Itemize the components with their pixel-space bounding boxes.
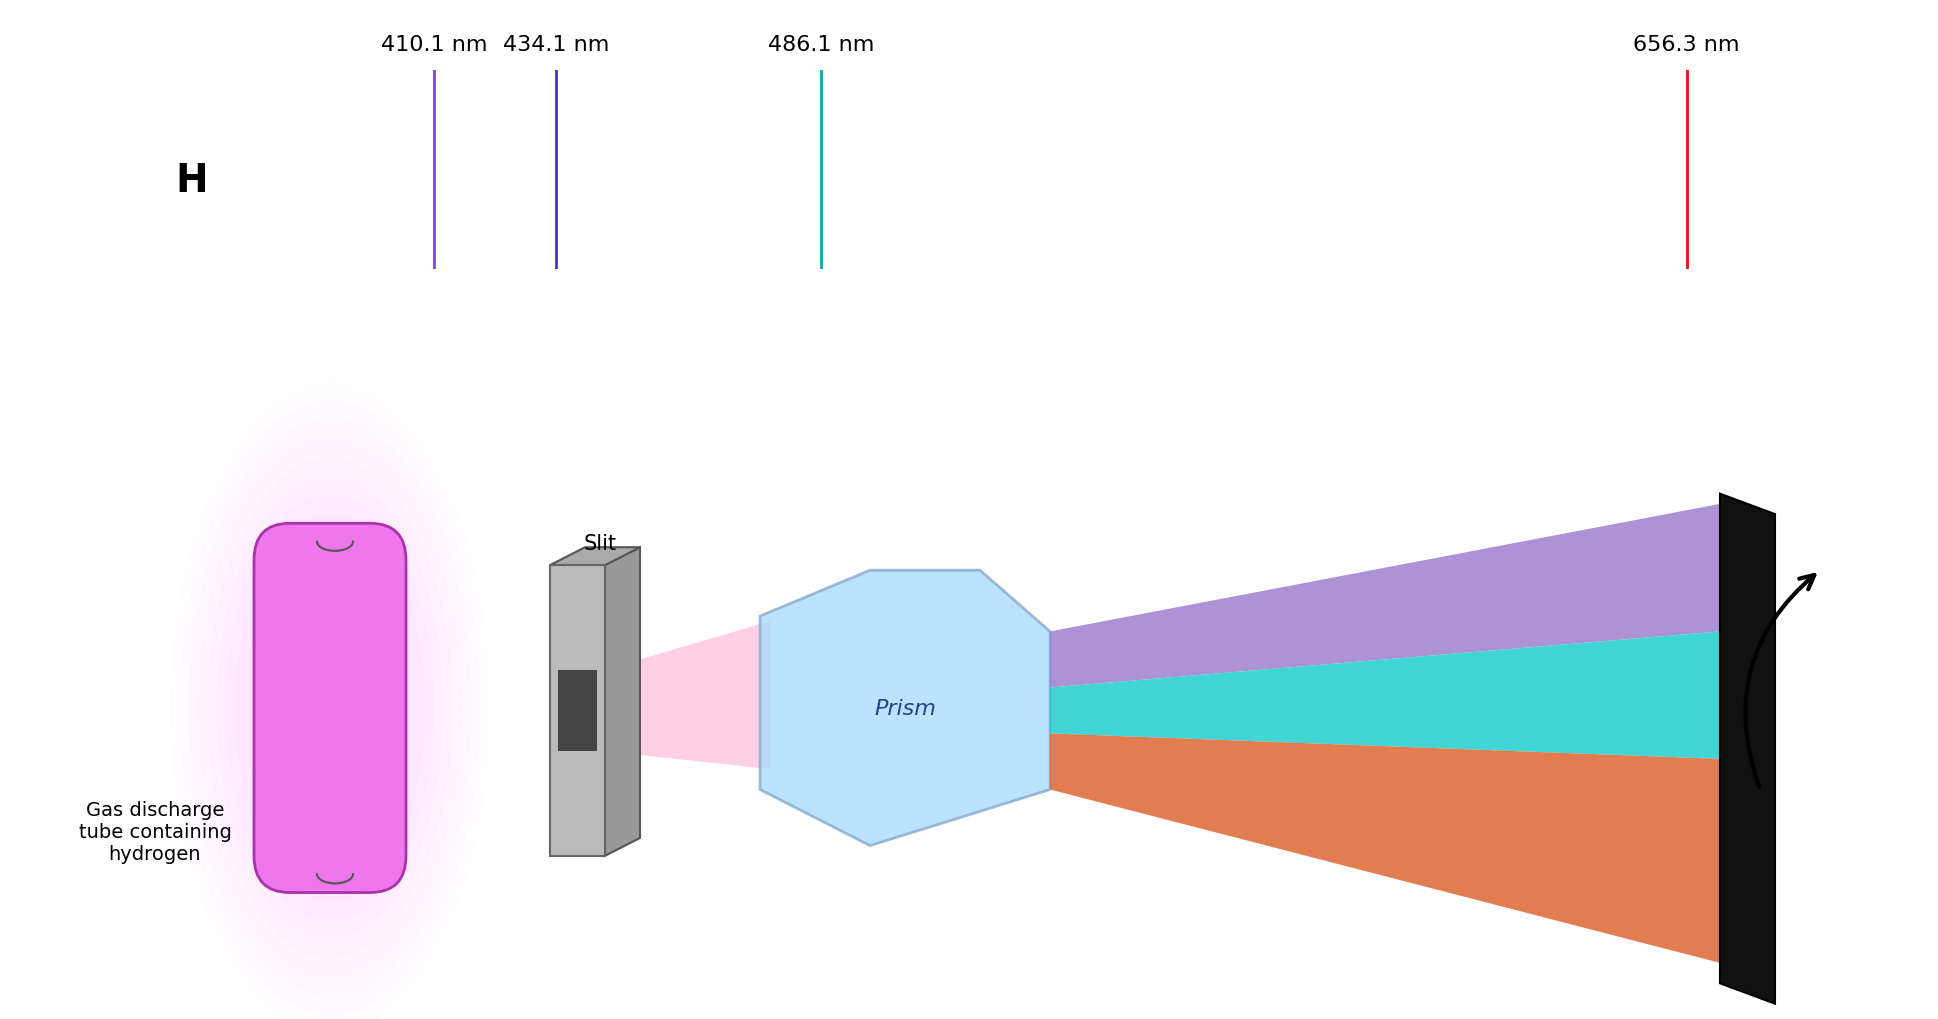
- Text: Prism: Prism: [874, 698, 936, 718]
- Ellipse shape: [246, 534, 415, 882]
- Polygon shape: [550, 548, 640, 566]
- Text: Slit: Slit: [583, 533, 616, 553]
- Polygon shape: [1721, 494, 1775, 1004]
- Ellipse shape: [254, 553, 405, 863]
- Text: 410.1 nm: 410.1 nm: [382, 35, 486, 55]
- Ellipse shape: [217, 478, 442, 938]
- Bar: [558, 671, 597, 752]
- Text: 434.1 nm: 434.1 nm: [504, 35, 609, 55]
- Ellipse shape: [227, 496, 434, 920]
- Polygon shape: [605, 622, 769, 769]
- Text: H: H: [174, 162, 207, 200]
- Polygon shape: [760, 571, 1050, 846]
- Text: Gas discharge
tube containing
hydrogen: Gas discharge tube containing hydrogen: [79, 800, 231, 863]
- Ellipse shape: [236, 516, 424, 901]
- Text: 486.1 nm: 486.1 nm: [767, 35, 874, 55]
- FancyBboxPatch shape: [254, 524, 405, 893]
- Polygon shape: [1050, 504, 1721, 688]
- Polygon shape: [1050, 734, 1721, 963]
- Polygon shape: [605, 548, 640, 856]
- Polygon shape: [550, 566, 605, 856]
- Text: 656.3 nm: 656.3 nm: [1634, 35, 1740, 55]
- Polygon shape: [1050, 632, 1721, 759]
